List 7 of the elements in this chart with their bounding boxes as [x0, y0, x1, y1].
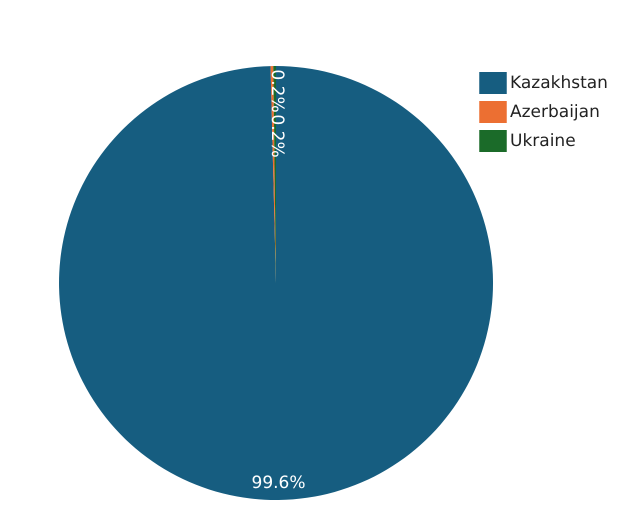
legend-label: Ukraine — [510, 131, 576, 151]
data-label: 0.2% — [266, 114, 287, 158]
pie-slice — [59, 66, 493, 500]
data-label: 0.2% — [267, 69, 288, 113]
data-label: 99.6% — [252, 472, 306, 493]
legend-label: Kazakhstan — [510, 73, 608, 93]
legend-label: Azerbaijan — [510, 102, 600, 122]
